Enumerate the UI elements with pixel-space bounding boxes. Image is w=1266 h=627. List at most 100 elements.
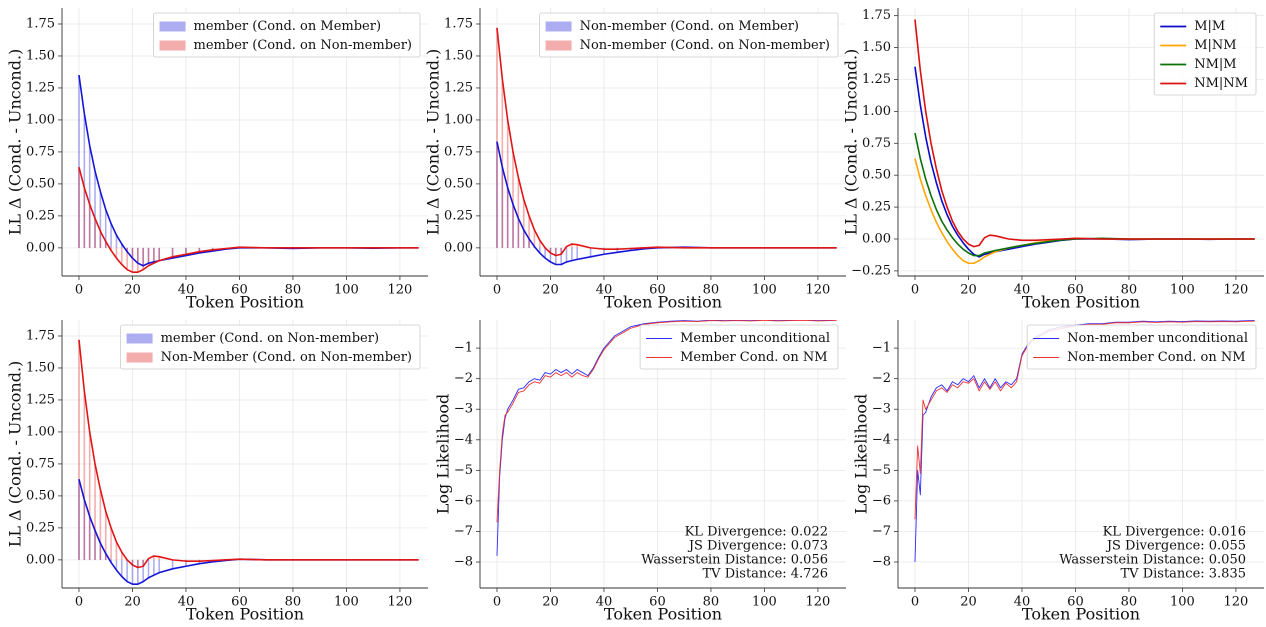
series-line bbox=[914, 158, 1255, 265]
legend-box bbox=[153, 12, 421, 58]
panel: 0 20 40 60 80 100 120 −8 −7 −6 −5 −4 −3 −2 −1 Token Pos… bbox=[852, 320, 1264, 624]
y-tick-label: −2 bbox=[872, 371, 891, 386]
x-tick-label: 40 bbox=[596, 595, 613, 610]
x-tick-label: 20 bbox=[124, 283, 141, 298]
y-tick-label: 0.75 bbox=[26, 144, 55, 159]
legend-box bbox=[1153, 12, 1257, 96]
panel: 0 20 40 60 80 100 120 0.00 0.25 0.50 0.75 1.00 1.25 1… bbox=[6, 320, 428, 624]
y-tick-label: 0.50 bbox=[26, 488, 55, 503]
y-tick-label: 1.00 bbox=[26, 112, 55, 127]
series-line bbox=[914, 320, 1255, 563]
x-tick-label: 120 bbox=[388, 283, 413, 298]
legend-label: Member unconditional bbox=[680, 331, 830, 346]
y-tick-label: 1.25 bbox=[444, 80, 473, 95]
y-tick-label: 1.00 bbox=[26, 424, 55, 439]
y-tick-label: −6 bbox=[872, 493, 891, 508]
legend-swatch bbox=[126, 352, 153, 363]
x-tick-label: 100 bbox=[334, 283, 359, 298]
x-axis-label: Token Position bbox=[186, 605, 304, 624]
x-tick-label: 40 bbox=[1014, 595, 1031, 610]
y-axis-label: LL Δ (Cond. - Uncond.) bbox=[842, 49, 861, 236]
series-line bbox=[914, 132, 1255, 257]
legend-box bbox=[639, 324, 839, 370]
y-tick-label: 1.25 bbox=[26, 392, 55, 407]
x-axis-label: Token Position bbox=[1022, 605, 1140, 624]
x-tick-label: 120 bbox=[806, 595, 831, 610]
panel: 0 20 40 60 80 100 120 −0.25 0.00 0.25 0.50 0.75 1.00… bbox=[842, 8, 1264, 312]
series-line bbox=[496, 27, 837, 257]
annotation: TV Distance: 3.835 bbox=[1121, 567, 1247, 582]
legend: Member unconditional Member Cond. on NM bbox=[639, 324, 839, 370]
y-tick-label: −1 bbox=[872, 341, 891, 356]
x-tick-label: 0 bbox=[75, 595, 83, 610]
y-tick-label: −3 bbox=[872, 402, 891, 417]
legend: member (Cond. on Member) member (Cond. on… bbox=[153, 12, 421, 58]
y-axis-label: LL Δ (Cond. - Uncond.) bbox=[6, 49, 25, 236]
legend-label: member (Cond. on Non-member) bbox=[161, 331, 379, 346]
y-tick-label: 0.25 bbox=[862, 200, 891, 215]
x-tick-label: 60 bbox=[649, 283, 666, 298]
legend: member (Cond. on Non-member) Non-Member (… bbox=[120, 324, 421, 370]
legend-label: Non-member Cond. on NM bbox=[1067, 350, 1245, 365]
y-tick-label: −8 bbox=[454, 555, 473, 570]
y-tick-label: 1.75 bbox=[444, 16, 473, 31]
x-tick-label: 20 bbox=[960, 595, 977, 610]
x-tick-label: 80 bbox=[703, 283, 720, 298]
y-tick-label: 0.75 bbox=[444, 144, 473, 159]
legend-box bbox=[120, 324, 421, 370]
x-tick-label: 40 bbox=[1014, 283, 1031, 298]
y-tick-label: −4 bbox=[872, 432, 891, 447]
x-tick-label: 80 bbox=[285, 283, 302, 298]
annotation: JS Divergence: 0.055 bbox=[1105, 539, 1246, 554]
legend: Non-member unconditional Non-member Cond.… bbox=[1026, 324, 1257, 370]
x-tick-label: 120 bbox=[806, 283, 831, 298]
series-line bbox=[78, 339, 419, 569]
y-tick-label: 0.25 bbox=[444, 208, 473, 223]
y-tick-label: −0.25 bbox=[851, 263, 891, 278]
x-tick-label: 40 bbox=[178, 595, 195, 610]
x-tick-label: 40 bbox=[596, 283, 613, 298]
y-tick-label: 1.50 bbox=[26, 48, 55, 63]
legend-label: Member Cond. on NM bbox=[680, 350, 827, 365]
y-axis-label: Log Likelihood bbox=[852, 394, 871, 515]
y-tick-label: 1.25 bbox=[26, 80, 55, 95]
annotation: KL Divergence: 0.016 bbox=[1103, 525, 1246, 540]
y-tick-label: 0.50 bbox=[862, 168, 891, 183]
x-tick-label: 100 bbox=[1170, 595, 1195, 610]
x-tick-label: 60 bbox=[1067, 595, 1084, 610]
annotation: KL Divergence: 0.022 bbox=[685, 525, 828, 540]
legend-label: Non-member (Cond. on Member) bbox=[580, 19, 799, 34]
legend-label: member (Cond. on Non-member) bbox=[194, 38, 412, 53]
x-tick-label: 20 bbox=[960, 283, 977, 298]
x-tick-label: 100 bbox=[752, 595, 777, 610]
y-tick-label: 1.25 bbox=[862, 72, 891, 87]
y-tick-label: 1.75 bbox=[26, 16, 55, 31]
x-tick-label: 120 bbox=[1224, 283, 1249, 298]
y-tick-label: 0.75 bbox=[862, 136, 891, 151]
legend-label: member (Cond. on Member) bbox=[194, 19, 381, 34]
series-line bbox=[914, 19, 1255, 248]
y-tick-label: −1 bbox=[454, 341, 473, 356]
legend-label: M|NM bbox=[1194, 38, 1236, 53]
annotation: JS Divergence: 0.073 bbox=[687, 539, 828, 554]
x-tick-label: 20 bbox=[124, 595, 141, 610]
legend-label: M|M bbox=[1194, 19, 1225, 34]
x-tick-label: 60 bbox=[231, 595, 248, 610]
y-tick-label: −6 bbox=[454, 493, 473, 508]
x-tick-label: 0 bbox=[911, 595, 919, 610]
x-tick-label: 60 bbox=[1067, 283, 1084, 298]
legend-box bbox=[539, 12, 839, 58]
x-tick-label: 0 bbox=[75, 283, 83, 298]
x-axis-label: Token Position bbox=[604, 605, 722, 624]
legend-swatch bbox=[545, 21, 572, 32]
x-tick-label: 80 bbox=[1121, 283, 1138, 298]
y-tick-label: 0.00 bbox=[862, 231, 891, 246]
series-line bbox=[914, 320, 1255, 520]
series-line bbox=[78, 479, 419, 585]
y-tick-label: −4 bbox=[454, 432, 473, 447]
panel: 0 20 40 60 80 100 120 −8 −7 −6 −5 −4 −3 −2 −1 Token Pos… bbox=[434, 320, 846, 624]
x-tick-label: 120 bbox=[388, 595, 413, 610]
x-tick-label: 100 bbox=[752, 283, 777, 298]
x-tick-label: 80 bbox=[703, 595, 720, 610]
series-line bbox=[78, 75, 419, 267]
